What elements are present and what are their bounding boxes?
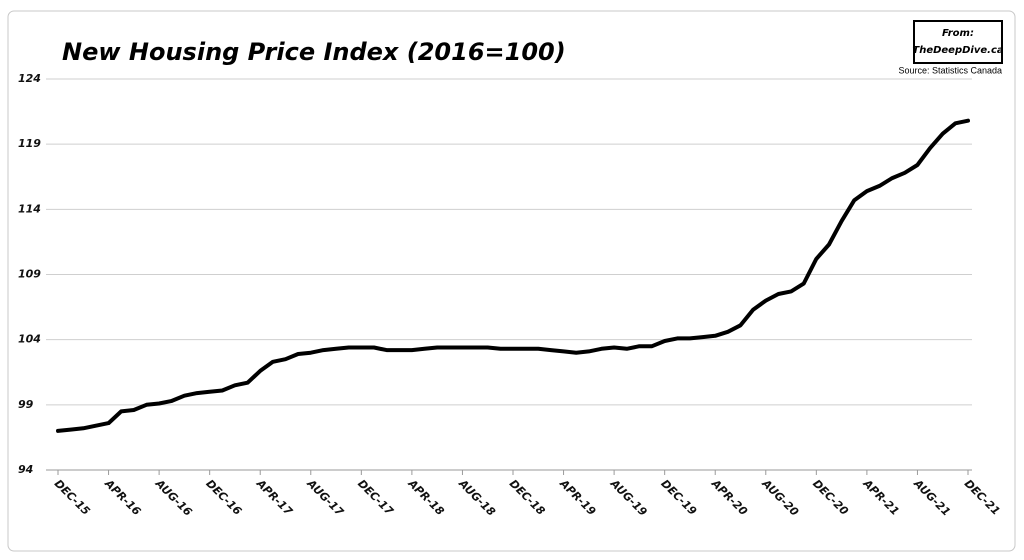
y-tick-label: 119 (18, 137, 41, 150)
y-tick-label: 124 (18, 72, 41, 85)
chart-title: New Housing Price Index (2016=100) (62, 38, 566, 66)
logo-from: From: (942, 28, 974, 39)
source-note: Source: Statistics Canada (898, 65, 1002, 75)
logo-box (913, 20, 1003, 64)
y-tick-label: 94 (18, 463, 33, 476)
logo-site: TheDeepDive.ca (912, 45, 1004, 56)
y-tick-label: 114 (18, 202, 41, 215)
series-line (56, 118, 970, 433)
frame (7, 10, 1016, 552)
y-tick-label: 109 (18, 268, 41, 281)
y-tick-label: 99 (18, 398, 34, 411)
y-tick-label: 104 (18, 333, 41, 346)
